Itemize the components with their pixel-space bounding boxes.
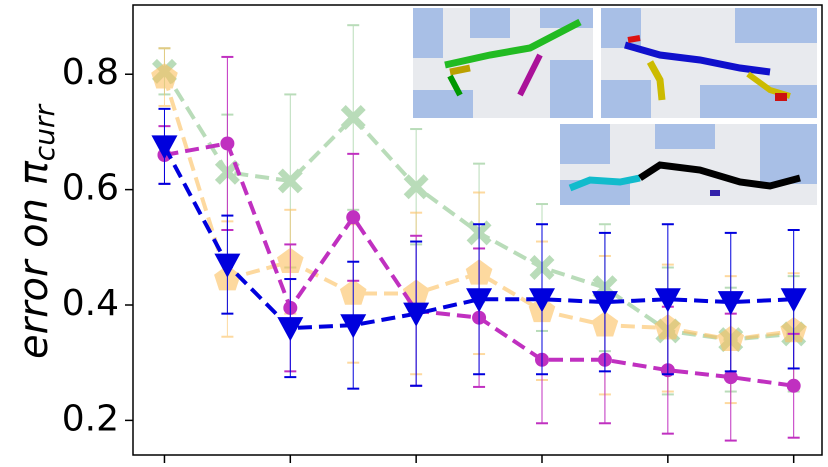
marker	[151, 135, 178, 160]
marker	[786, 378, 801, 393]
marker	[403, 174, 429, 200]
marker	[340, 314, 367, 339]
y-label-subscript: curr	[28, 104, 61, 162]
marker	[277, 317, 304, 342]
y-tick-label: 0.6	[62, 168, 119, 209]
axes-frame	[132, 4, 823, 456]
y-tick-label: 0.2	[62, 398, 119, 439]
y-tick-label: 0.8	[62, 52, 119, 93]
inset-3	[560, 124, 817, 205]
series-line	[162, 76, 794, 342]
marker	[717, 291, 744, 316]
marker	[346, 210, 361, 225]
y-axis-label: error on πcurr	[11, 104, 61, 359]
marker	[220, 136, 235, 151]
marker	[723, 370, 738, 385]
marker	[151, 63, 178, 89]
y-tick-label: 0.4	[62, 283, 119, 324]
marker	[591, 291, 618, 316]
marker	[403, 302, 430, 327]
marker	[780, 288, 807, 313]
plot-area: 0.2 0.4 0.6 0.8	[62, 4, 823, 463]
marker	[466, 288, 493, 313]
y-label-main: error on π	[11, 160, 57, 359]
series-line	[162, 145, 794, 331]
series	[151, 107, 807, 390]
marker	[214, 253, 241, 278]
inset-1	[413, 8, 593, 118]
inset-2	[601, 8, 817, 118]
marker	[277, 168, 303, 194]
inset-images	[413, 8, 817, 205]
marker	[528, 288, 555, 313]
marker	[340, 105, 366, 130]
marker	[654, 288, 681, 313]
